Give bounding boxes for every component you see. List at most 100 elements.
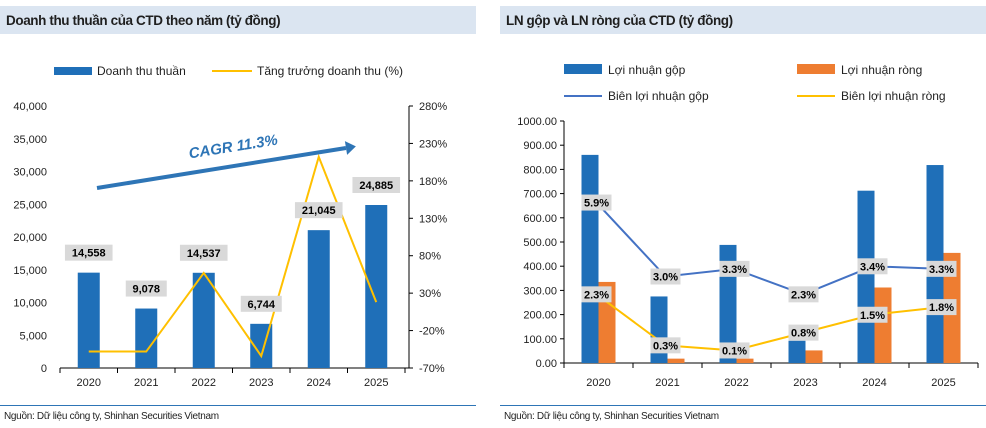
y-tick-label: 40,000 [13,101,47,113]
x-tick-label: 2024 [307,377,331,389]
net-margin-label-bg [857,306,888,323]
y-tick-label: 500.00 [523,237,557,249]
x-tick-label: 2020 [586,377,610,389]
net-margin-label: 2.3% [584,289,609,301]
y-right-tick-label: 230% [419,138,447,150]
net-margin-label-bg [788,324,819,341]
x-tick-label: 2021 [134,377,158,389]
gross-margin-line [595,201,942,296]
y-tick-label: 1000.00 [517,116,557,128]
gross-margin-label-bg [650,268,681,285]
y-tick-label: 5,000 [19,330,47,342]
net-margin-label-bg [650,337,681,354]
net-margin-label-bg [926,299,957,316]
y-right-tick-label: -20% [419,326,445,338]
gross-margin-label-bg [581,194,612,211]
y-right-tick-label: 80% [419,251,441,263]
revenue-label-bg [352,177,401,194]
net-margin-label: 1.5% [860,310,885,322]
legend-swatch-revenue [54,67,92,75]
y-tick-label: 900.00 [523,140,557,152]
net-margin-label-bg [581,286,612,303]
net-profit-bar [736,358,754,363]
y-tick-label: 10,000 [13,298,47,310]
legend-label-net-profit: Lợi nhuận ròng [841,63,922,77]
revenue-chart-title: Doanh thu thuần của CTD theo năm (tỷ đồn… [6,12,281,28]
legend-label-gross-margin: Biên lợi nhuận gộp [608,89,709,103]
y-right-tick-label: 130% [419,213,447,225]
y-tick-label: 20,000 [13,232,47,244]
y-right-tick-label: 280% [419,101,447,113]
cagr-arrow [96,146,347,190]
revenue-data-label: 14,558 [72,248,106,260]
x-tick-label: 2025 [931,377,955,389]
y-tick-label: 200.00 [523,310,557,322]
profit-source: Nguồn: Dữ liệu công ty, Shinhan Securiti… [504,411,719,422]
y-tick-label: 15,000 [13,265,47,277]
revenue-source: Nguồn: Dữ liệu công ty, Shinhan Securiti… [4,411,219,422]
footer-divider [0,405,476,406]
revenue-label-bg [125,280,167,297]
x-tick-label: 2022 [724,377,748,389]
cagr-annotation: CAGR 11.3% [188,132,279,163]
y-tick-label: 400.00 [523,261,557,273]
x-tick-label: 2022 [192,377,216,389]
revenue-label-bg [240,295,282,312]
revenue-chart: Doanh thu thuần Tăng trưởng doanh thu (%)… [13,64,447,389]
gross-margin-label: 3.3% [929,264,954,276]
y-tick-label: 0.00 [536,358,557,370]
footer-divider [500,405,986,406]
gross-margin-label-bg [926,260,957,277]
profit-chart: Lợi nhuận gộp Lợi nhuận ròng Biên lợi nhuậ… [517,63,979,389]
net-margin-label-bg [719,342,750,359]
y-right-tick-label: -70% [419,363,445,375]
net-margin-label: 0.3% [653,340,678,352]
y-tick-label: 0 [41,363,47,375]
legend-swatch-gross-profit [564,64,602,74]
gross-profit-bar [857,190,875,363]
revenue-panel: Doanh thu thuần của CTD theo năm (tỷ đồn… [0,0,476,428]
legend-swatch-net-profit [797,64,835,74]
revenue-data-label: 9,078 [132,284,160,296]
growth-line [88,153,378,359]
y-right-tick-label: 30% [419,288,441,300]
gross-margin-label: 5.9% [584,198,609,210]
revenue-bar [192,272,215,368]
gross-margin-label-bg [788,286,819,303]
net-margin-label: 0.8% [791,328,816,340]
profit-title-bar: LN gộp và LN ròng của CTD (tỷ đồng) [500,6,986,34]
net-profit-bar [805,350,823,363]
gross-profit-bar [788,340,806,363]
y-tick-label: 800.00 [523,164,557,176]
profit-chart-title: LN gộp và LN ròng của CTD (tỷ đồng) [506,12,733,28]
gross-margin-label: 3.4% [860,261,885,273]
legend-label-gross-profit: Lợi nhuận gộp [608,63,686,77]
y-tick-label: 300.00 [523,285,557,297]
revenue-label-bg [64,244,113,261]
net-margin-label: 0.1% [722,345,747,357]
net-margin-label: 1.8% [929,302,954,314]
revenue-label-bg [179,244,228,261]
revenue-data-label: 21,045 [302,205,336,217]
revenue-bar [365,205,388,368]
revenue-data-label: 14,537 [187,248,221,260]
revenue-bar [135,308,158,368]
y-tick-label: 100.00 [523,334,557,346]
y-tick-label: 25,000 [13,199,47,211]
revenue-title-bar: Doanh thu thuần của CTD theo năm (tỷ đồn… [0,6,476,34]
x-tick-label: 2025 [364,377,388,389]
revenue-data-label: 6,744 [247,299,275,311]
revenue-data-label: 24,885 [359,180,393,192]
x-tick-label: 2023 [793,377,817,389]
x-tick-label: 2021 [655,377,679,389]
x-tick-label: 2024 [862,377,886,389]
y-tick-label: 35,000 [13,134,47,146]
legend-label-revenue: Doanh thu thuần [97,64,186,78]
x-tick-label: 2020 [77,377,101,389]
revenue-bar [307,230,330,368]
gross-margin-label-bg [719,260,750,277]
x-tick-label: 2023 [249,377,273,389]
gross-profit-bar [581,154,599,363]
revenue-label-bg [294,202,343,219]
gross-margin-label-bg [857,258,888,275]
